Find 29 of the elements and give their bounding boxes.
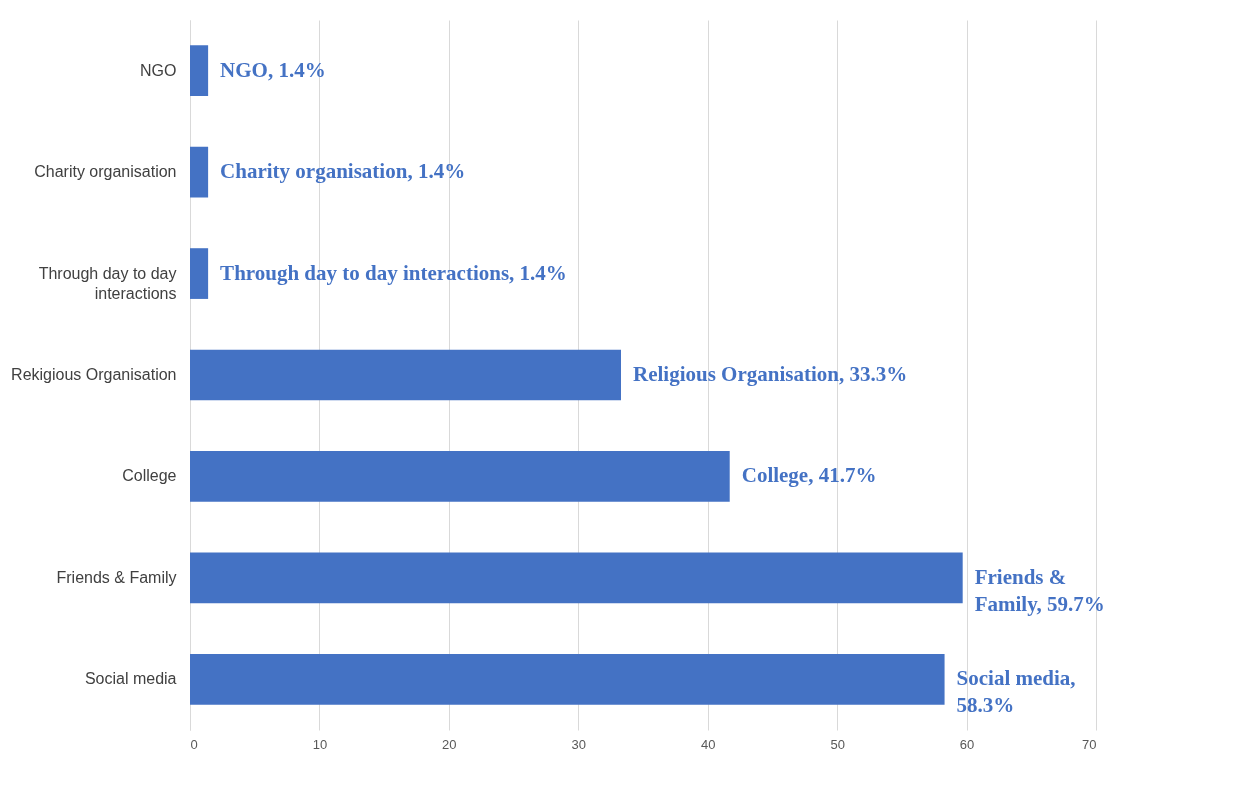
x-tick-label: 10 bbox=[312, 736, 328, 752]
x-tick-label: 70 bbox=[1082, 736, 1097, 752]
y-tick-label: College bbox=[122, 467, 177, 485]
bar bbox=[190, 451, 730, 502]
bar bbox=[190, 146, 209, 198]
x-tick-label: 40 bbox=[700, 736, 716, 752]
data-label: College, 41.7% bbox=[741, 463, 877, 488]
bar bbox=[190, 248, 209, 299]
data-label: Social media, 58.3% bbox=[956, 666, 1076, 718]
y-tick-label: Social media bbox=[84, 670, 177, 688]
data-label: Charity organisation, 1.4% bbox=[220, 159, 466, 184]
y-tick-label: Friends & Family bbox=[56, 568, 177, 586]
y-tick-label: Rekigious Organisation bbox=[11, 366, 177, 383]
data-label: Through day to day interactions, 1.4% bbox=[220, 260, 567, 285]
data-label: Friends & Family, 59.7% bbox=[974, 564, 1105, 616]
x-tick-label: 0 bbox=[190, 736, 198, 752]
y-tick-label: NGO bbox=[140, 61, 177, 79]
bar bbox=[190, 45, 209, 97]
bar bbox=[190, 653, 945, 705]
bar bbox=[190, 552, 963, 604]
data-label: Religious Organisation, 33.3% bbox=[633, 362, 908, 386]
y-tick-label: Through day to day interactions bbox=[38, 264, 177, 302]
x-tick-label: 60 bbox=[959, 736, 975, 752]
bar bbox=[190, 349, 621, 401]
y-tick-label: Charity organisation bbox=[34, 163, 177, 181]
data-label: NGO, 1.4% bbox=[220, 57, 326, 82]
x-tick-label: 20 bbox=[442, 736, 457, 752]
x-tick-label: 30 bbox=[571, 736, 587, 752]
x-tick-label: 50 bbox=[830, 736, 845, 752]
